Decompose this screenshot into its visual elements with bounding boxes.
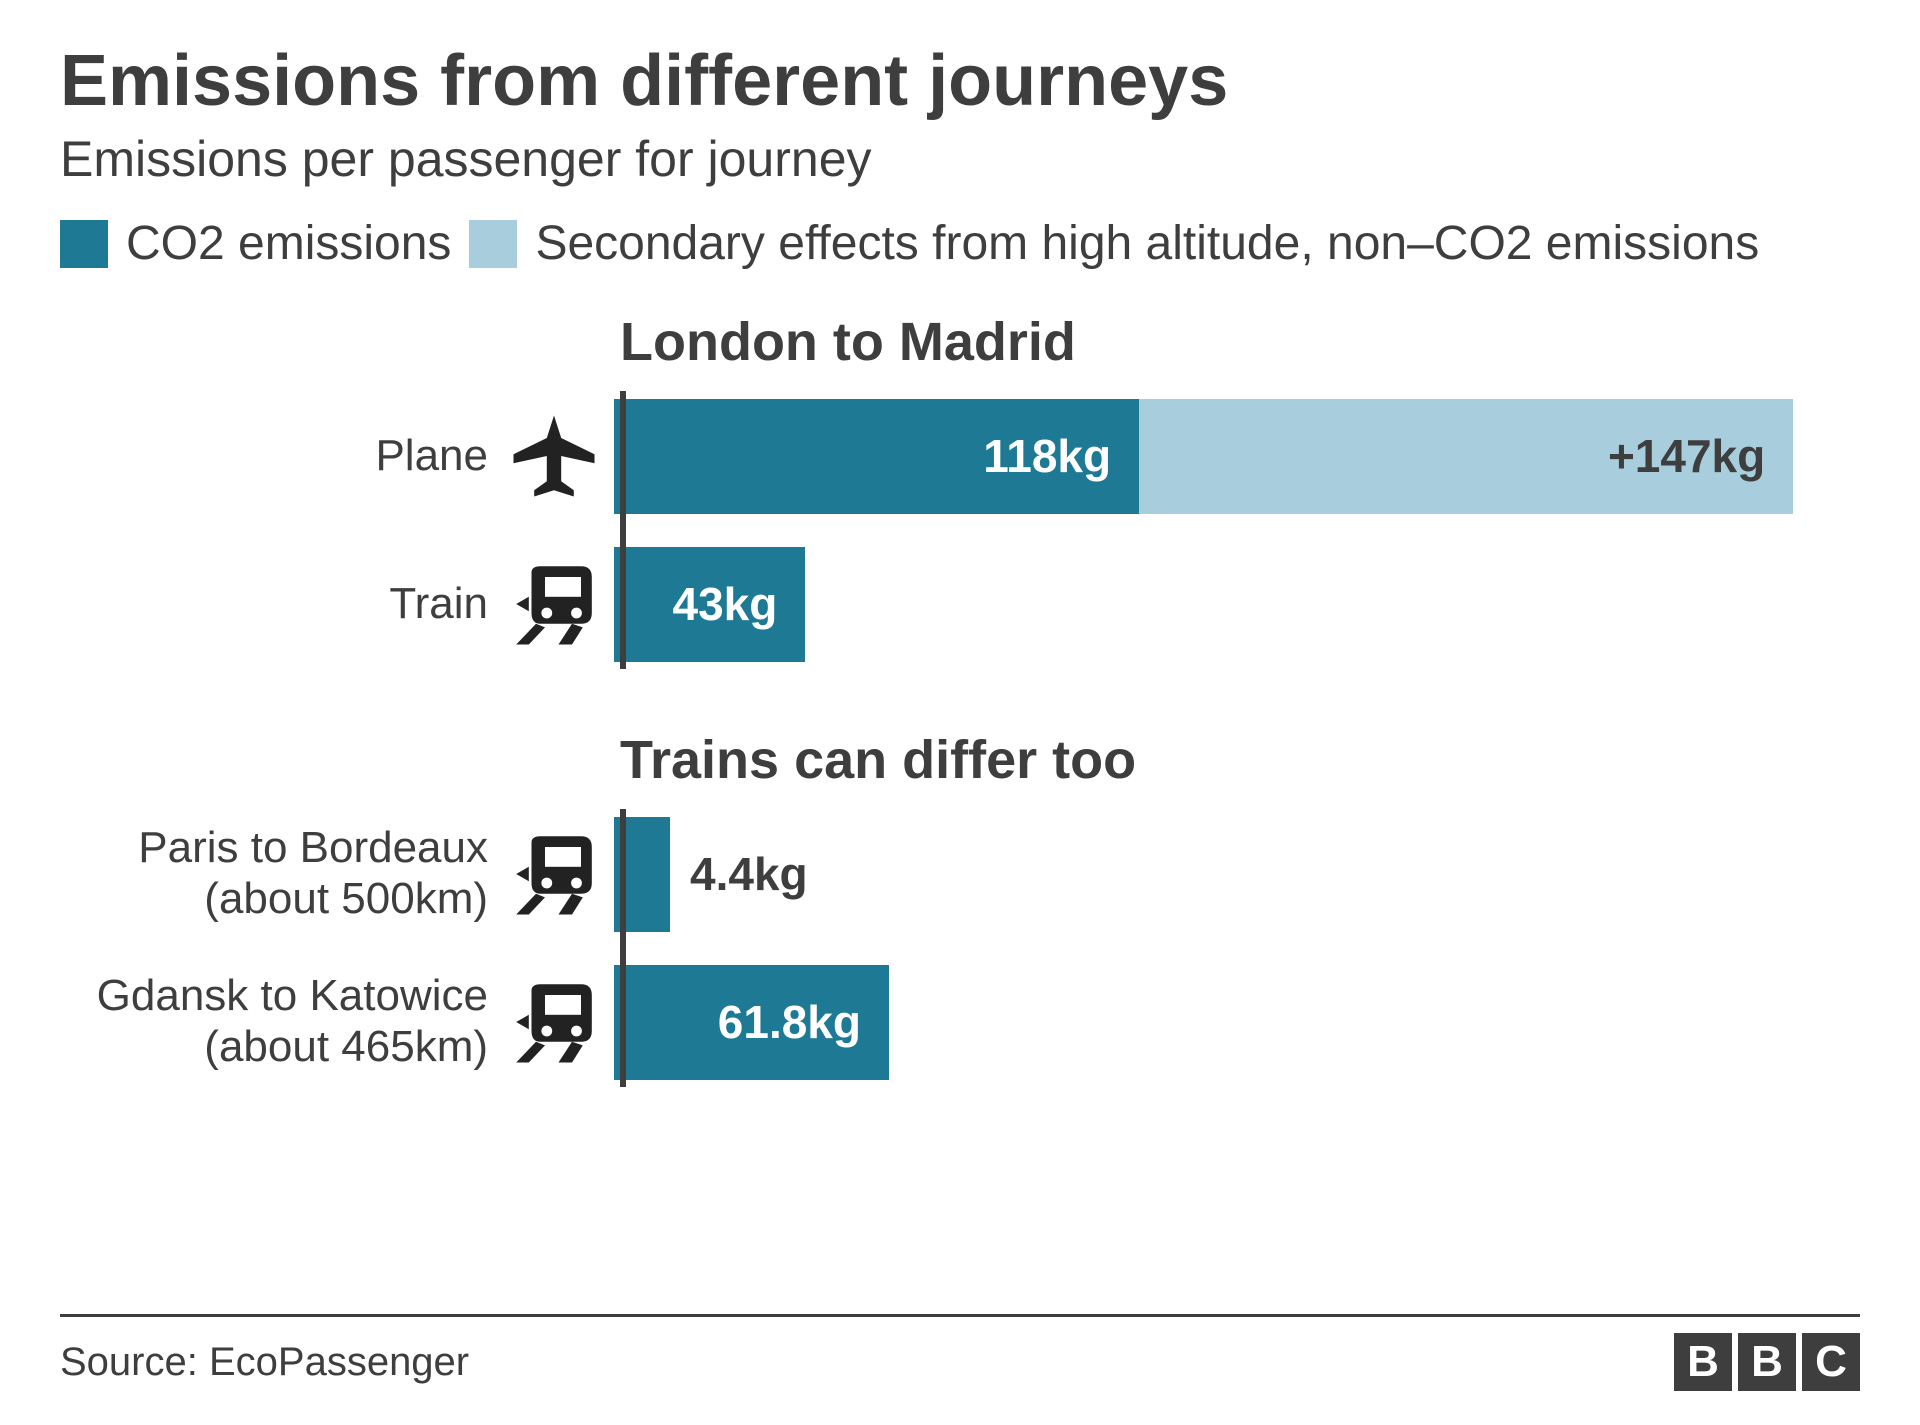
bar-row: Plane 118kg+147kg bbox=[60, 391, 1860, 521]
footer-divider bbox=[60, 1314, 1860, 1317]
section-title: London to Madrid bbox=[620, 311, 1860, 373]
train-icon bbox=[509, 559, 599, 649]
bbc-logo-c: C bbox=[1802, 1333, 1860, 1391]
chart-title: Emissions from different journeys bbox=[60, 40, 1860, 122]
row-label: Gdansk to Katowice(about 465km) bbox=[60, 971, 500, 1072]
bbc-logo: B B C bbox=[1674, 1333, 1860, 1391]
bar-segment: 43kg bbox=[614, 547, 805, 662]
legend-swatch-primary bbox=[60, 220, 108, 268]
plane-icon-wrap bbox=[500, 411, 608, 501]
legend-swatch-secondary bbox=[469, 220, 517, 268]
source-text: Source: EcoPassenger bbox=[60, 1340, 469, 1385]
legend: CO2 emissions Secondary effects from hig… bbox=[60, 216, 1860, 271]
bar-row: Paris to Bordeaux(about 500km) 4.4kg bbox=[60, 809, 1860, 939]
footer: Source: EcoPassenger B B C bbox=[60, 1314, 1860, 1391]
row-label: Plane bbox=[60, 431, 500, 482]
row-label: Train bbox=[60, 579, 500, 630]
y-axis bbox=[620, 809, 626, 1087]
chart-subtitle: Emissions per passenger for journey bbox=[60, 130, 1860, 188]
train-icon-wrap bbox=[500, 977, 608, 1067]
bar-area: 118kg+147kg bbox=[608, 391, 1860, 521]
bar-row: Gdansk to Katowice(about 465km) 61.8kg bbox=[60, 957, 1860, 1087]
bar-area: 43kg bbox=[608, 539, 1860, 669]
train-icon bbox=[509, 829, 599, 919]
bar-area: 4.4kg bbox=[608, 809, 1860, 939]
bar-segment: +147kg bbox=[1139, 399, 1793, 514]
bar-area: 61.8kg bbox=[608, 957, 1860, 1087]
bar-value-label: 4.4kg bbox=[690, 847, 808, 901]
bar-segment: 118kg bbox=[614, 399, 1139, 514]
y-axis bbox=[620, 391, 626, 669]
section-title: Trains can differ too bbox=[620, 729, 1860, 791]
legend-label-primary: CO2 emissions bbox=[126, 216, 451, 271]
train-icon-wrap bbox=[500, 829, 608, 919]
bar-segment: 61.8kg bbox=[614, 965, 889, 1080]
legend-label-secondary: Secondary effects from high altitude, no… bbox=[535, 216, 1759, 271]
bbc-logo-b2: B bbox=[1738, 1333, 1796, 1391]
train-icon-wrap bbox=[500, 559, 608, 649]
bar-row: Train 43kg bbox=[60, 539, 1860, 669]
bbc-logo-b1: B bbox=[1674, 1333, 1732, 1391]
plane-icon bbox=[509, 411, 599, 501]
row-label: Paris to Bordeaux(about 500km) bbox=[60, 823, 500, 924]
train-icon bbox=[509, 977, 599, 1067]
chart-block: Paris to Bordeaux(about 500km) 4.4kg Gdans… bbox=[60, 809, 1860, 1087]
chart-block: Plane 118kg+147kg Train 43kg bbox=[60, 391, 1860, 669]
